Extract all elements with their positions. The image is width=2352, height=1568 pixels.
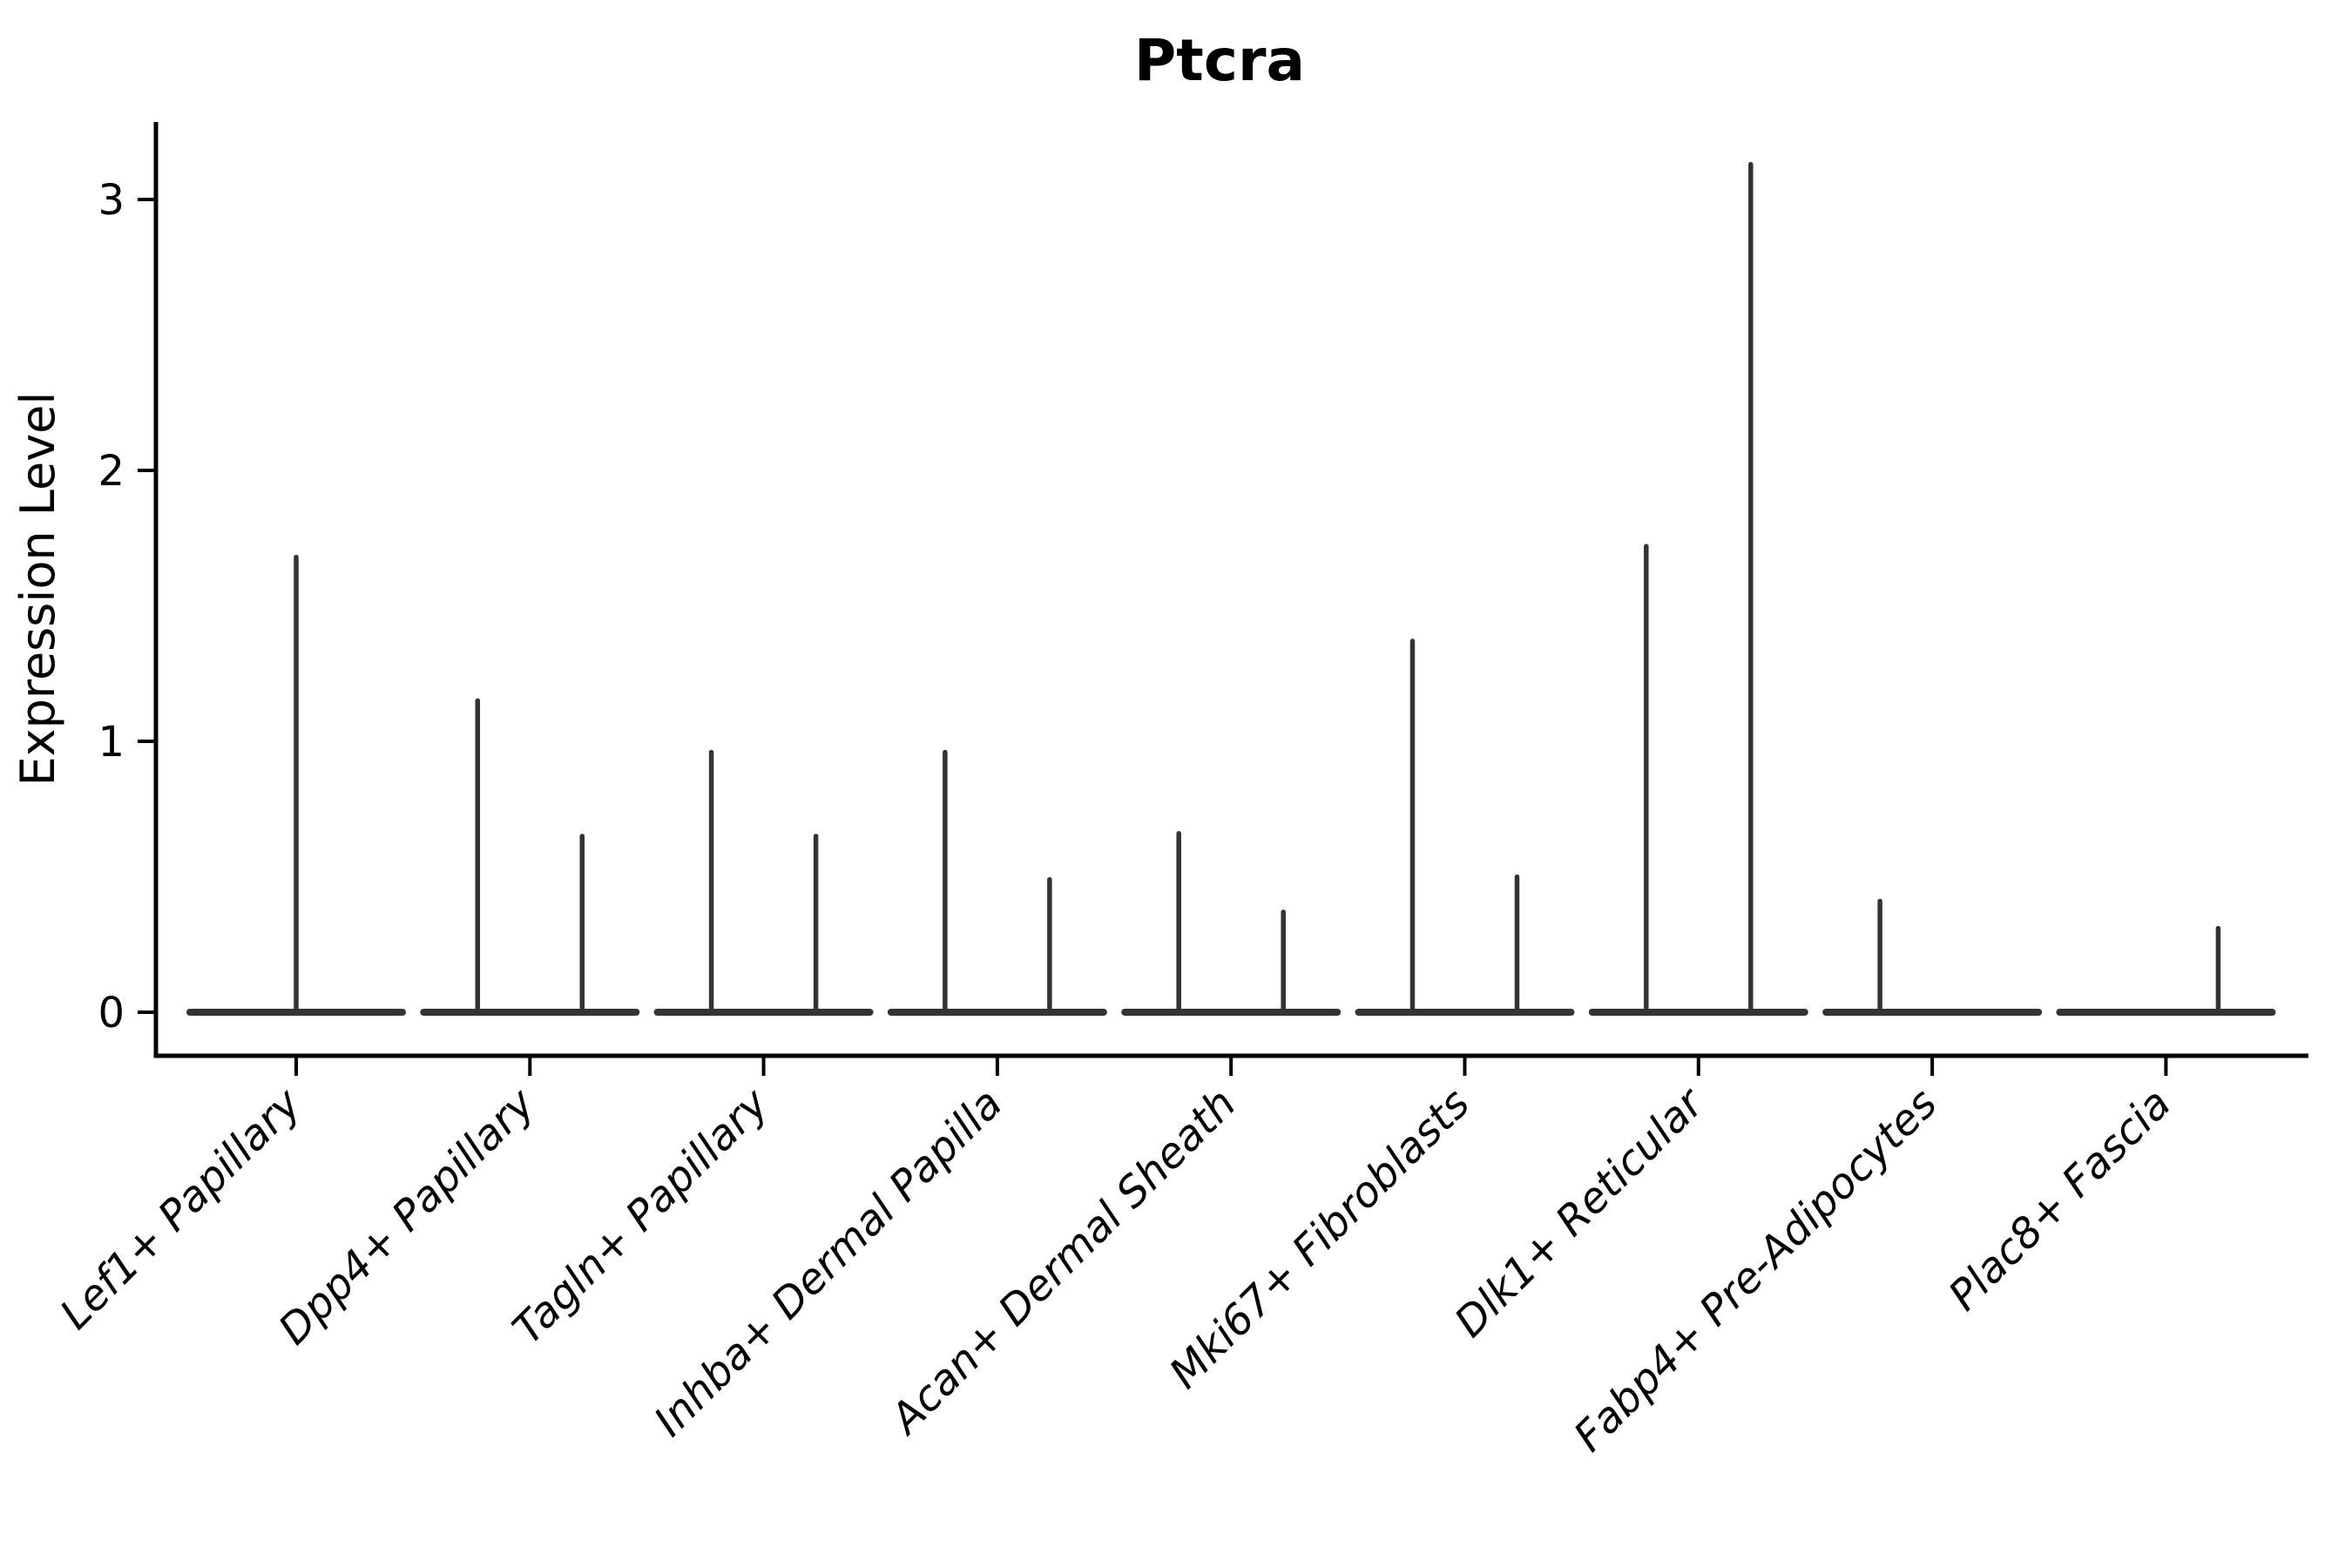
chart-title: Ptcra xyxy=(1134,27,1305,94)
x-tick-label: Plac8+ Fascia xyxy=(1939,1079,2180,1321)
x-tick-label: Dlk1+ Reticular xyxy=(1445,1078,1715,1348)
violin xyxy=(1822,898,2043,1016)
violin xyxy=(186,554,406,1016)
y-tick-label: 1 xyxy=(98,718,125,767)
x-tick-label: Dpp4+ Papillary xyxy=(269,1078,544,1354)
x-tick-label: Lef1+ Papillary xyxy=(51,1078,311,1339)
violin xyxy=(887,749,1107,1016)
violin xyxy=(1121,830,1342,1016)
violin xyxy=(1355,639,1575,1016)
x-tick-label: Tagln+ Papillary xyxy=(504,1078,779,1354)
y-axis-label: Expression Level xyxy=(10,392,65,787)
violins xyxy=(186,161,2276,1016)
violin xyxy=(420,698,640,1016)
y-tick-label: 2 xyxy=(98,447,125,496)
y-axis-ticks: 0 1 2 3 xyxy=(98,176,154,1037)
violin xyxy=(2056,925,2276,1016)
violin xyxy=(1588,161,1808,1016)
violin xyxy=(653,749,874,1016)
y-tick-label: 3 xyxy=(98,176,125,225)
y-tick-label: 0 xyxy=(98,989,125,1037)
